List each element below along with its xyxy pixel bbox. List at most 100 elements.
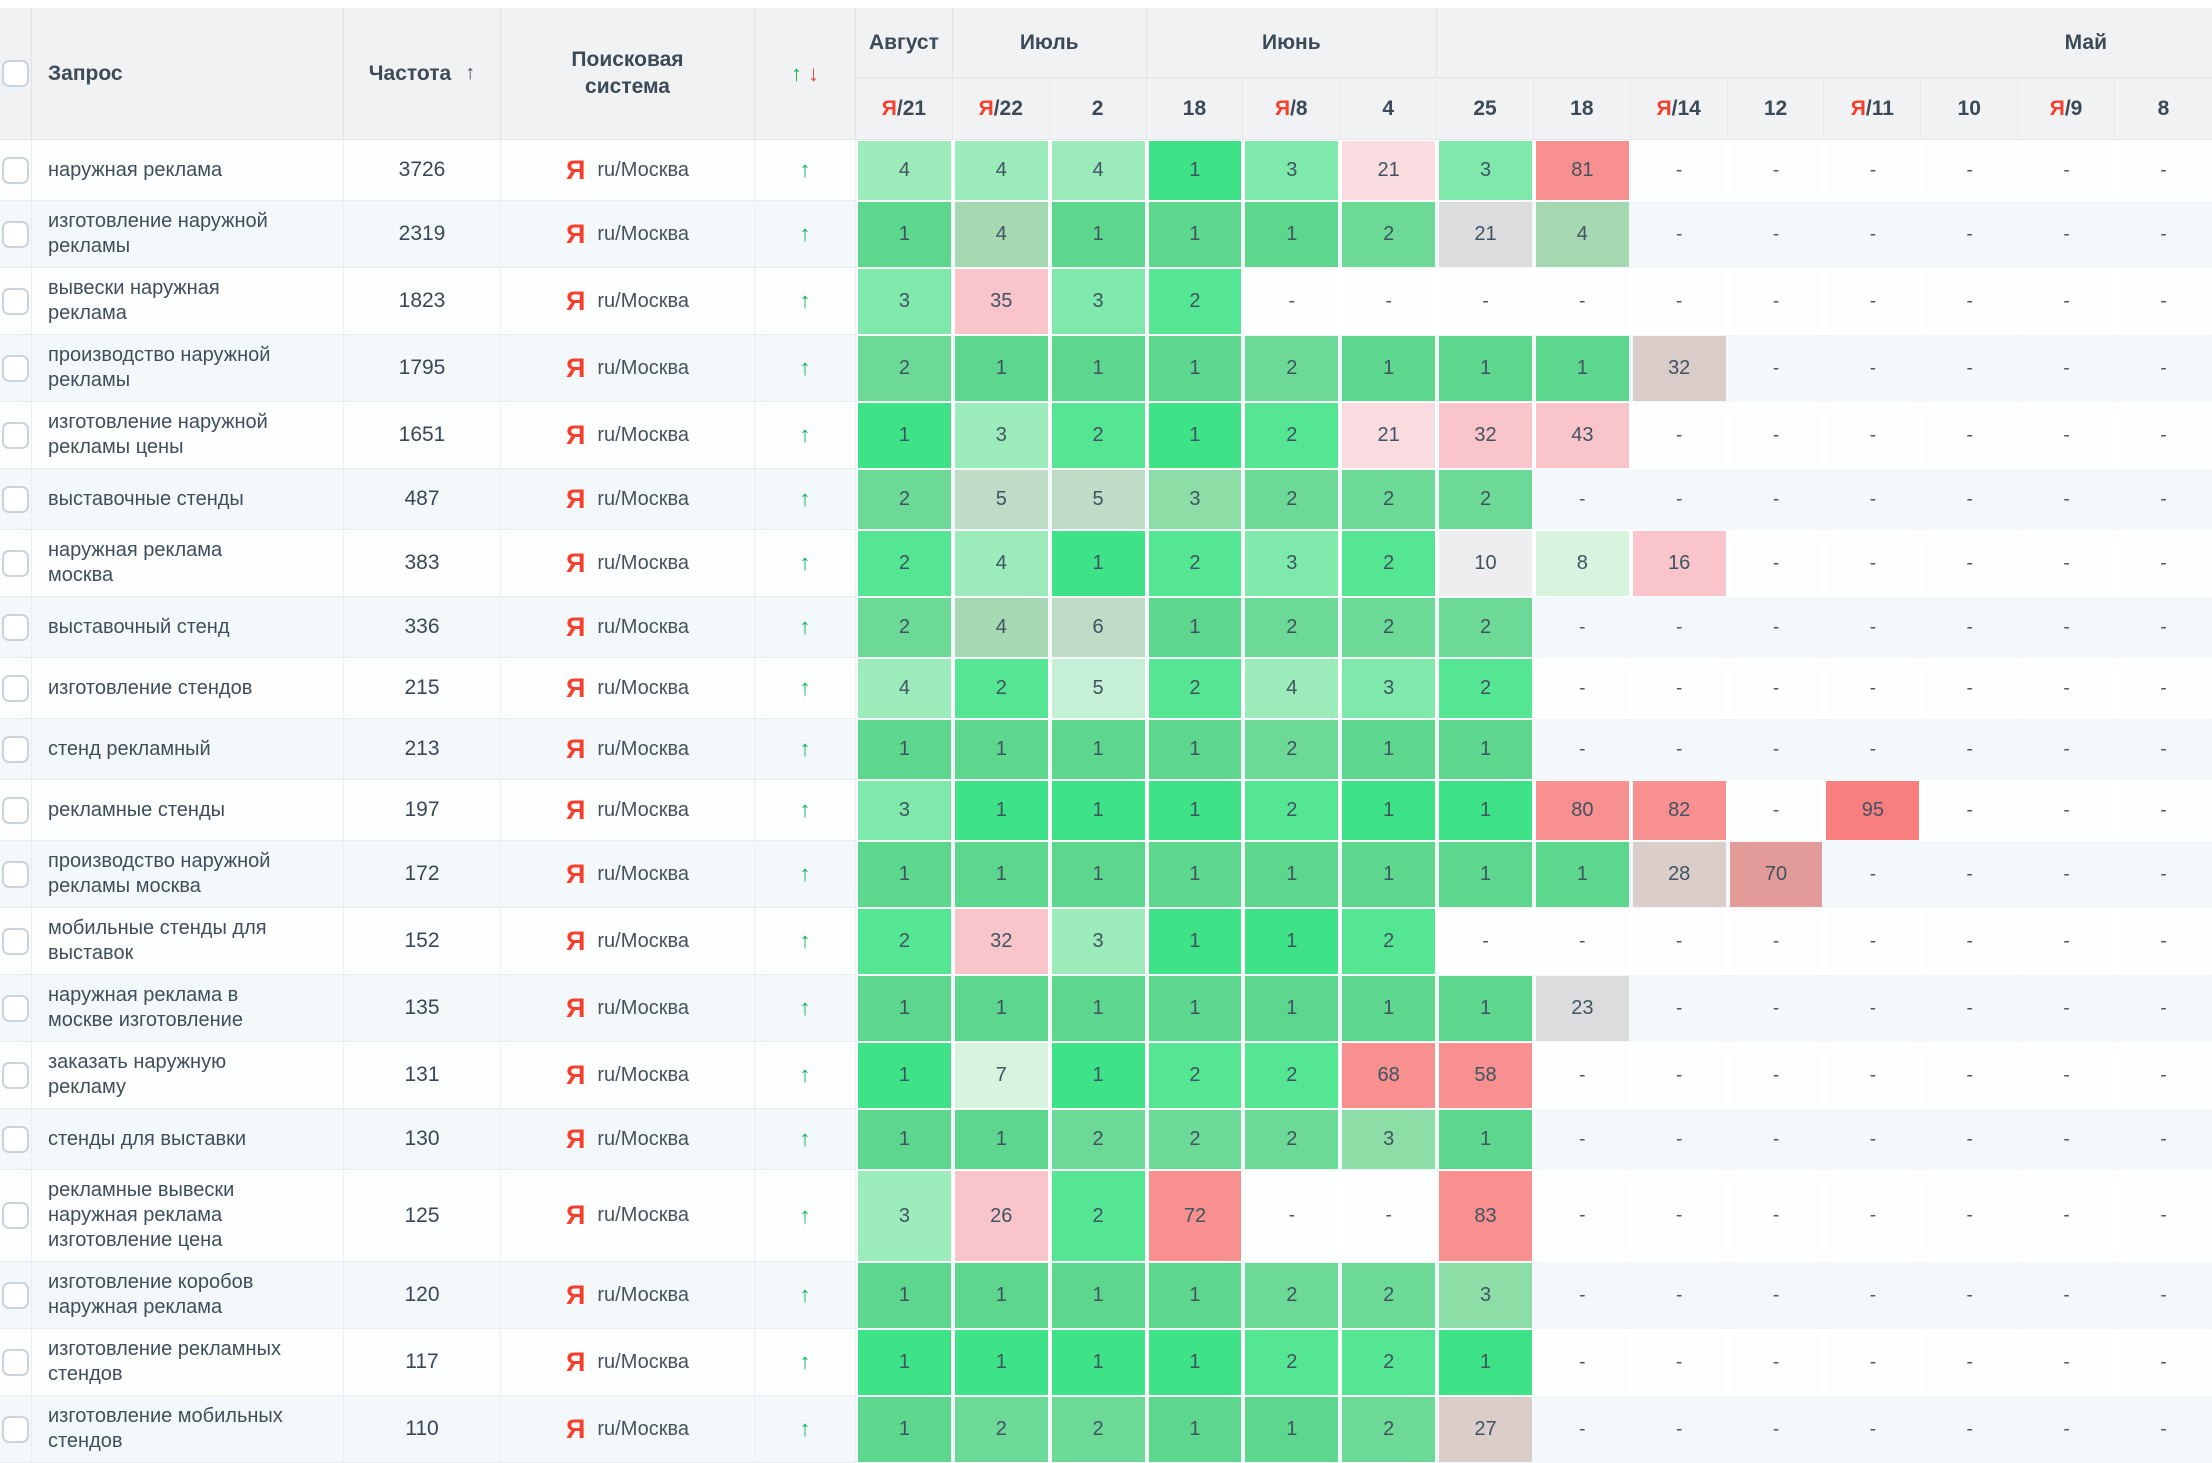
position-cell: - — [1727, 335, 1825, 402]
position-cell: - — [1727, 780, 1825, 841]
date-column-header[interactable]: 2 — [1049, 78, 1147, 140]
engine-region-label: ru/Москва — [597, 1350, 690, 1373]
position-cell: 4 — [1049, 140, 1147, 201]
sort-asc-icon: ↑ — [465, 62, 476, 84]
table-header: Запрос Частота ↑ Поисковая система — [0, 8, 2212, 140]
position-cell: - — [1727, 402, 1825, 469]
date-column-header[interactable]: 8 — [2114, 78, 2212, 140]
position-cell: - — [2018, 335, 2115, 402]
position-cell: - — [1533, 597, 1631, 658]
position-cell: 3 — [1437, 1262, 1534, 1329]
query-text: наружная реклама в москве изготовление — [32, 975, 344, 1042]
row-checkbox[interactable] — [2, 796, 29, 824]
row-checkbox[interactable] — [2, 994, 29, 1022]
position-cell: - — [1824, 719, 1922, 780]
row-checkbox[interactable] — [2, 860, 29, 888]
position-cell: 1 — [1340, 719, 1438, 780]
date-column-header[interactable]: 12 — [1727, 78, 1825, 140]
row-checkbox[interactable] — [2, 287, 29, 315]
row-checkbox[interactable] — [2, 927, 29, 955]
position-cell: 2 — [1243, 1109, 1341, 1170]
query-text: изготовление наружной рекламы — [32, 201, 344, 268]
position-cell: - — [1921, 908, 2019, 975]
date-column-header[interactable]: Я/21 — [856, 78, 953, 140]
row-checkbox[interactable] — [2, 1281, 29, 1309]
row-checkbox[interactable] — [2, 220, 29, 248]
date-column-header[interactable]: 18 — [1533, 78, 1631, 140]
position-cell: 1 — [1049, 975, 1147, 1042]
row-checkbox[interactable] — [2, 549, 29, 577]
position-cell: - — [1533, 1042, 1631, 1109]
row-checkbox[interactable] — [2, 354, 29, 382]
row-checkbox[interactable] — [2, 1125, 29, 1153]
yandex-update-icon: Я — [978, 96, 994, 120]
date-column-header[interactable]: Я/14 — [1630, 78, 1728, 140]
yandex-update-icon: Я — [881, 96, 897, 120]
query-text: стенд рекламный — [32, 719, 344, 780]
position-cell: 4 — [856, 140, 953, 201]
yandex-icon: Я — [565, 1346, 586, 1377]
position-cell: 1 — [1146, 140, 1244, 201]
position-cell: 1 — [856, 1042, 953, 1109]
position-cell: - — [1921, 841, 2019, 908]
row-checkbox[interactable] — [2, 1202, 29, 1229]
position-cell: - — [1533, 719, 1631, 780]
date-column-header[interactable]: 10 — [1921, 78, 2019, 140]
position-cell: 2 — [1243, 335, 1341, 402]
engine-region-label: ru/Москва — [597, 798, 690, 821]
position-cell: 7 — [952, 1042, 1050, 1109]
date-column-header[interactable]: 4 — [1340, 78, 1438, 140]
date-column-header[interactable]: Я/9 — [2018, 78, 2115, 140]
position-cell: - — [1437, 268, 1534, 335]
position-cell: 4 — [856, 658, 953, 719]
row-checkbox[interactable] — [2, 1348, 29, 1376]
position-cell: - — [1824, 201, 1922, 268]
position-up-icon: ↑ — [799, 486, 811, 511]
position-cell: 1 — [1437, 1109, 1534, 1170]
row-checkbox[interactable] — [2, 421, 29, 449]
column-header-frequency[interactable]: Частота ↑ — [344, 8, 501, 140]
frequency-value: 213 — [344, 719, 501, 780]
position-cell: - — [1824, 530, 1922, 597]
frequency-value: 120 — [344, 1262, 501, 1329]
row-checkbox[interactable] — [2, 156, 29, 184]
row-checkbox[interactable] — [2, 1061, 29, 1089]
row-checkbox[interactable] — [2, 1415, 29, 1443]
query-text: мобильные стенды для выставок — [32, 908, 344, 975]
date-column-header[interactable]: 25 — [1437, 78, 1534, 140]
frequency-value: 131 — [344, 1042, 501, 1109]
position-cell: 2 — [1243, 1329, 1341, 1396]
position-cell: 1 — [952, 1329, 1050, 1396]
row-checkbox[interactable] — [2, 613, 29, 641]
position-cell: 2 — [1049, 1396, 1147, 1463]
position-cell: - — [1533, 1329, 1631, 1396]
position-cell: 5 — [1049, 469, 1147, 530]
row-checkbox[interactable] — [2, 674, 29, 702]
position-cell: 1 — [952, 719, 1050, 780]
position-cell: 1 — [1146, 841, 1244, 908]
engine-region-label: ru/Москва — [597, 1063, 690, 1086]
date-column-header[interactable]: Я/11 — [1824, 78, 1922, 140]
column-header-change[interactable]: ↑ ↓ — [755, 8, 856, 140]
row-checkbox[interactable] — [2, 735, 29, 763]
position-up-icon: ↑ — [799, 1282, 811, 1307]
date-column-header[interactable]: 18 — [1146, 78, 1244, 140]
frequency-value: 130 — [344, 1109, 501, 1170]
position-cell: 2 — [1340, 201, 1438, 268]
position-cell: - — [1921, 1329, 2019, 1396]
position-up-icon: ↑ — [799, 1202, 811, 1228]
date-column-header[interactable]: Я/22 — [952, 78, 1050, 140]
position-cell: - — [1921, 402, 2019, 469]
select-all-checkbox[interactable] — [2, 60, 29, 87]
date-column-header[interactable]: Я/8 — [1243, 78, 1341, 140]
table-row: изготовление коробов наружная реклама 120… — [0, 1262, 2212, 1329]
row-checkbox[interactable] — [2, 485, 29, 513]
position-cell: 23 — [1533, 975, 1631, 1042]
position-cell: 1 — [1049, 530, 1147, 597]
